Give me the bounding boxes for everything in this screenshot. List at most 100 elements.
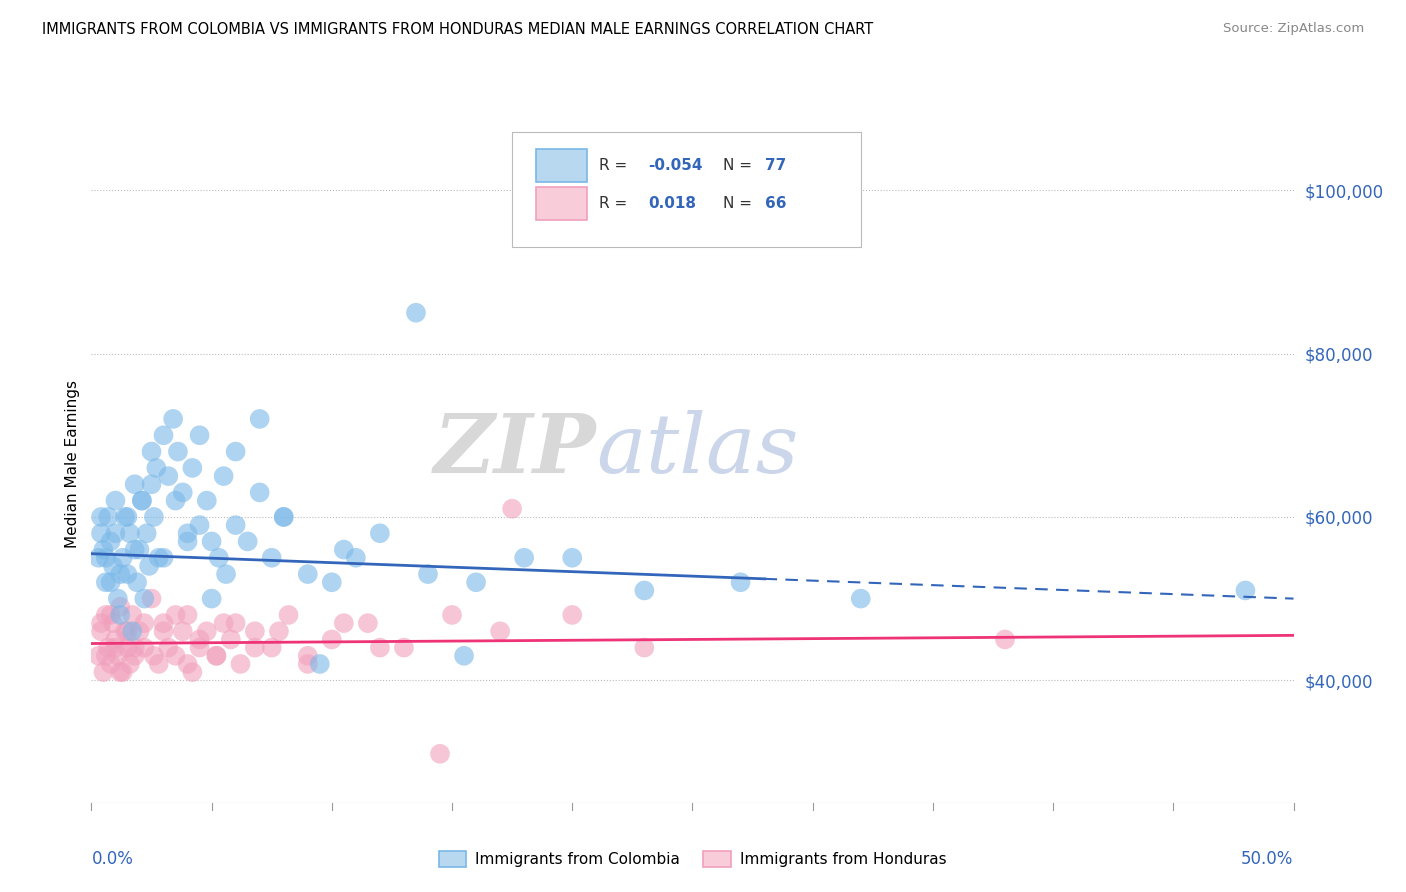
Point <box>90 510 112 524</box>
Text: 77: 77 <box>765 158 786 173</box>
Point <box>1234 583 1257 598</box>
Point <box>124 477 146 491</box>
Point <box>141 477 163 491</box>
Point <box>333 616 356 631</box>
Point <box>93 665 115 679</box>
Point <box>124 542 146 557</box>
Point <box>321 632 343 647</box>
Point <box>205 648 228 663</box>
Point <box>165 648 187 663</box>
Point <box>208 550 231 565</box>
Point <box>849 591 872 606</box>
Point <box>94 575 117 590</box>
Point <box>148 657 170 671</box>
Point <box>201 534 224 549</box>
Point <box>107 648 129 663</box>
Point <box>101 558 124 573</box>
Point <box>344 550 367 565</box>
Point <box>236 534 259 549</box>
Point <box>465 575 488 590</box>
Point <box>633 583 655 598</box>
Point <box>513 550 536 565</box>
Point <box>104 526 127 541</box>
Point <box>124 648 146 663</box>
FancyBboxPatch shape <box>536 187 586 219</box>
Point <box>145 461 167 475</box>
Point <box>142 510 165 524</box>
Point <box>165 607 187 622</box>
Point <box>114 624 136 639</box>
Point <box>215 567 238 582</box>
Point <box>100 575 122 590</box>
Text: R =: R = <box>599 158 631 173</box>
Point <box>195 493 218 508</box>
Point <box>225 444 247 458</box>
Point <box>94 607 117 622</box>
Point <box>172 624 194 639</box>
Point <box>176 526 198 541</box>
Point <box>117 640 139 655</box>
Text: N =: N = <box>723 158 756 173</box>
Point <box>181 665 204 679</box>
Point <box>201 591 224 606</box>
Text: N =: N = <box>723 196 756 211</box>
Point <box>188 428 211 442</box>
Point <box>141 444 163 458</box>
Point <box>134 640 156 655</box>
Point <box>165 493 187 508</box>
Point <box>152 616 174 631</box>
Point <box>273 510 295 524</box>
Point <box>205 648 228 663</box>
Point <box>104 493 127 508</box>
Text: 0.0%: 0.0% <box>91 850 134 868</box>
Point <box>249 485 271 500</box>
Point <box>405 306 427 320</box>
Point <box>368 526 391 541</box>
Point <box>152 550 174 565</box>
Point <box>188 640 211 655</box>
Text: 66: 66 <box>765 196 786 211</box>
Point <box>243 640 266 655</box>
Point <box>188 632 211 647</box>
Point <box>730 575 752 590</box>
Point <box>131 493 153 508</box>
Point <box>124 640 146 655</box>
Point <box>267 624 290 639</box>
Point <box>489 624 512 639</box>
Point <box>141 591 163 606</box>
Point <box>172 485 194 500</box>
Point <box>87 550 110 565</box>
Point <box>188 518 211 533</box>
Point <box>121 624 143 639</box>
Point <box>87 648 110 663</box>
Point <box>101 616 124 631</box>
Point <box>561 607 583 622</box>
Point <box>333 542 356 557</box>
Point <box>118 657 141 671</box>
Point <box>94 648 117 663</box>
Point <box>110 567 132 582</box>
Point <box>195 624 218 639</box>
Point <box>243 624 266 639</box>
Point <box>277 607 299 622</box>
Text: ZIP: ZIP <box>433 410 596 491</box>
Point <box>162 412 184 426</box>
Point <box>368 640 391 655</box>
Point <box>152 624 174 639</box>
Point <box>501 501 523 516</box>
Point <box>297 657 319 671</box>
Point <box>110 607 132 622</box>
Point <box>633 640 655 655</box>
Point <box>111 550 134 565</box>
Point <box>97 510 120 524</box>
Text: atlas: atlas <box>596 410 799 491</box>
Point <box>260 640 283 655</box>
Point <box>135 526 157 541</box>
Point <box>416 567 439 582</box>
Point <box>157 640 180 655</box>
Point <box>176 534 198 549</box>
Point <box>308 657 330 671</box>
Point <box>142 648 165 663</box>
Point <box>94 550 117 565</box>
Point <box>219 632 242 647</box>
